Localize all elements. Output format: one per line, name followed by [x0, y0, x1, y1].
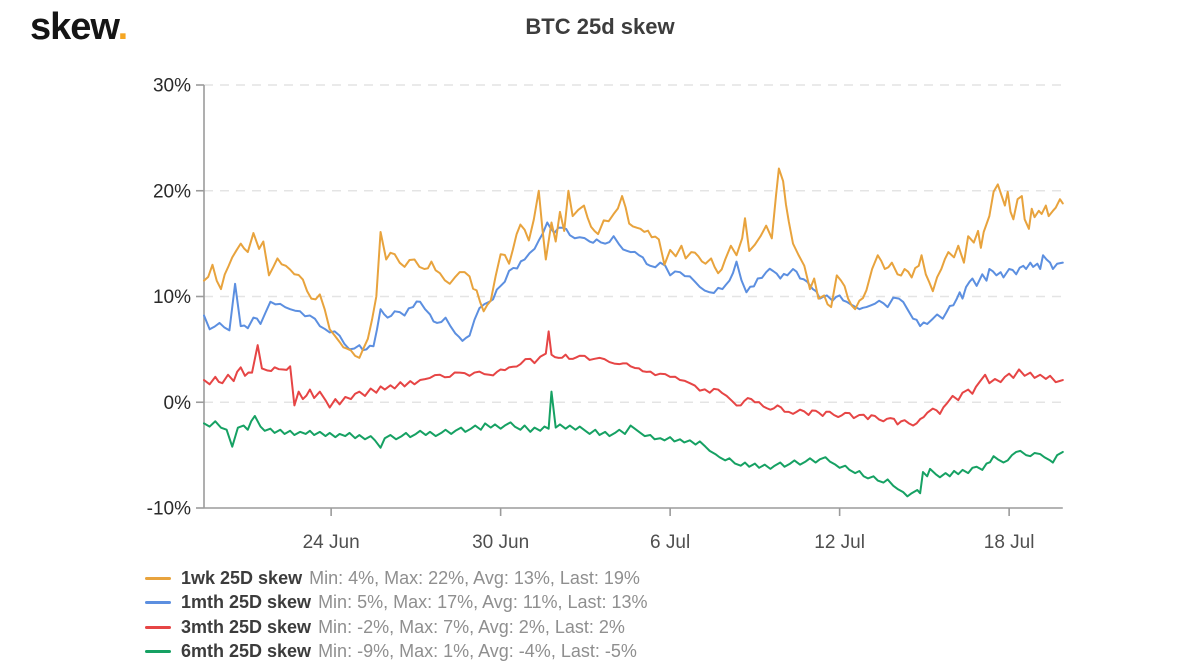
chart-canvas: 30% 20% 10% 0% -10% 24 Jun 30 Jun 6 Jul 12 Jul 18…	[147, 76, 1064, 553]
legend-item-1wk[interactable]: 1wk 25D skew Min: 4%, Max: 22%, Avg: 13%…	[145, 566, 648, 591]
svg-text:6 Jul: 6 Jul	[650, 532, 690, 553]
legend-series-name: 1wk 25D skew	[181, 567, 303, 588]
chart-legend: 1wk 25D skew Min: 4%, Max: 22%, Avg: 13%…	[145, 566, 648, 664]
svg-text:0%: 0%	[164, 393, 192, 414]
legend-item-3mth[interactable]: 3mth 25D skew Min: -2%, Max: 7%, Avg: 2%…	[145, 615, 648, 640]
svg-text:12 Jul: 12 Jul	[814, 532, 865, 553]
legend-series-name: 6mth 25D skew	[181, 641, 312, 662]
logo-dot: .	[117, 6, 129, 48]
legend-swatch-1mth-icon	[145, 601, 171, 605]
skew-logo: skew.	[30, 6, 129, 49]
legend-series-stats: Min: -2%, Max: 7%, Avg: 2%, Last: 2%	[318, 616, 625, 637]
svg-text:30 Jun: 30 Jun	[472, 532, 529, 553]
svg-text:30%: 30%	[153, 76, 191, 97]
svg-text:-10%: -10%	[147, 499, 191, 520]
svg-text:10%: 10%	[153, 287, 191, 308]
legend-series-stats: Min: 5%, Max: 17%, Avg: 11%, Last: 13%	[318, 592, 648, 613]
svg-text:24 Jun: 24 Jun	[303, 532, 360, 553]
logo-text: skew	[30, 6, 119, 48]
svg-text:20%: 20%	[153, 181, 191, 202]
legend-swatch-3mth-icon	[145, 625, 171, 629]
legend-series-name: 3mth 25D skew	[181, 616, 312, 637]
svg-text:18 Jul: 18 Jul	[984, 532, 1035, 553]
page-title: BTC 25d skew	[525, 14, 675, 39]
legend-swatch-1wk-icon	[145, 576, 171, 580]
legend-series-name: 1mth 25D skew	[181, 592, 312, 613]
legend-item-1mth[interactable]: 1mth 25D skew Min: 5%, Max: 17%, Avg: 11…	[145, 591, 648, 616]
btc-25d-skew-chart[interactable]: 30% 20% 10% 0% -10% 24 Jun 30 Jun 6 Jul 12 Jul 18…	[0, 0, 1200, 560]
legend-swatch-6mth-icon	[145, 650, 171, 654]
legend-item-6mth[interactable]: 6mth 25D skew Min: -9%, Max: 1%, Avg: -4…	[145, 640, 648, 665]
legend-series-stats: Min: -9%, Max: 1%, Avg: -4%, Last: -5%	[318, 641, 637, 662]
legend-series-stats: Min: 4%, Max: 22%, Avg: 13%, Last: 19%	[309, 567, 640, 588]
